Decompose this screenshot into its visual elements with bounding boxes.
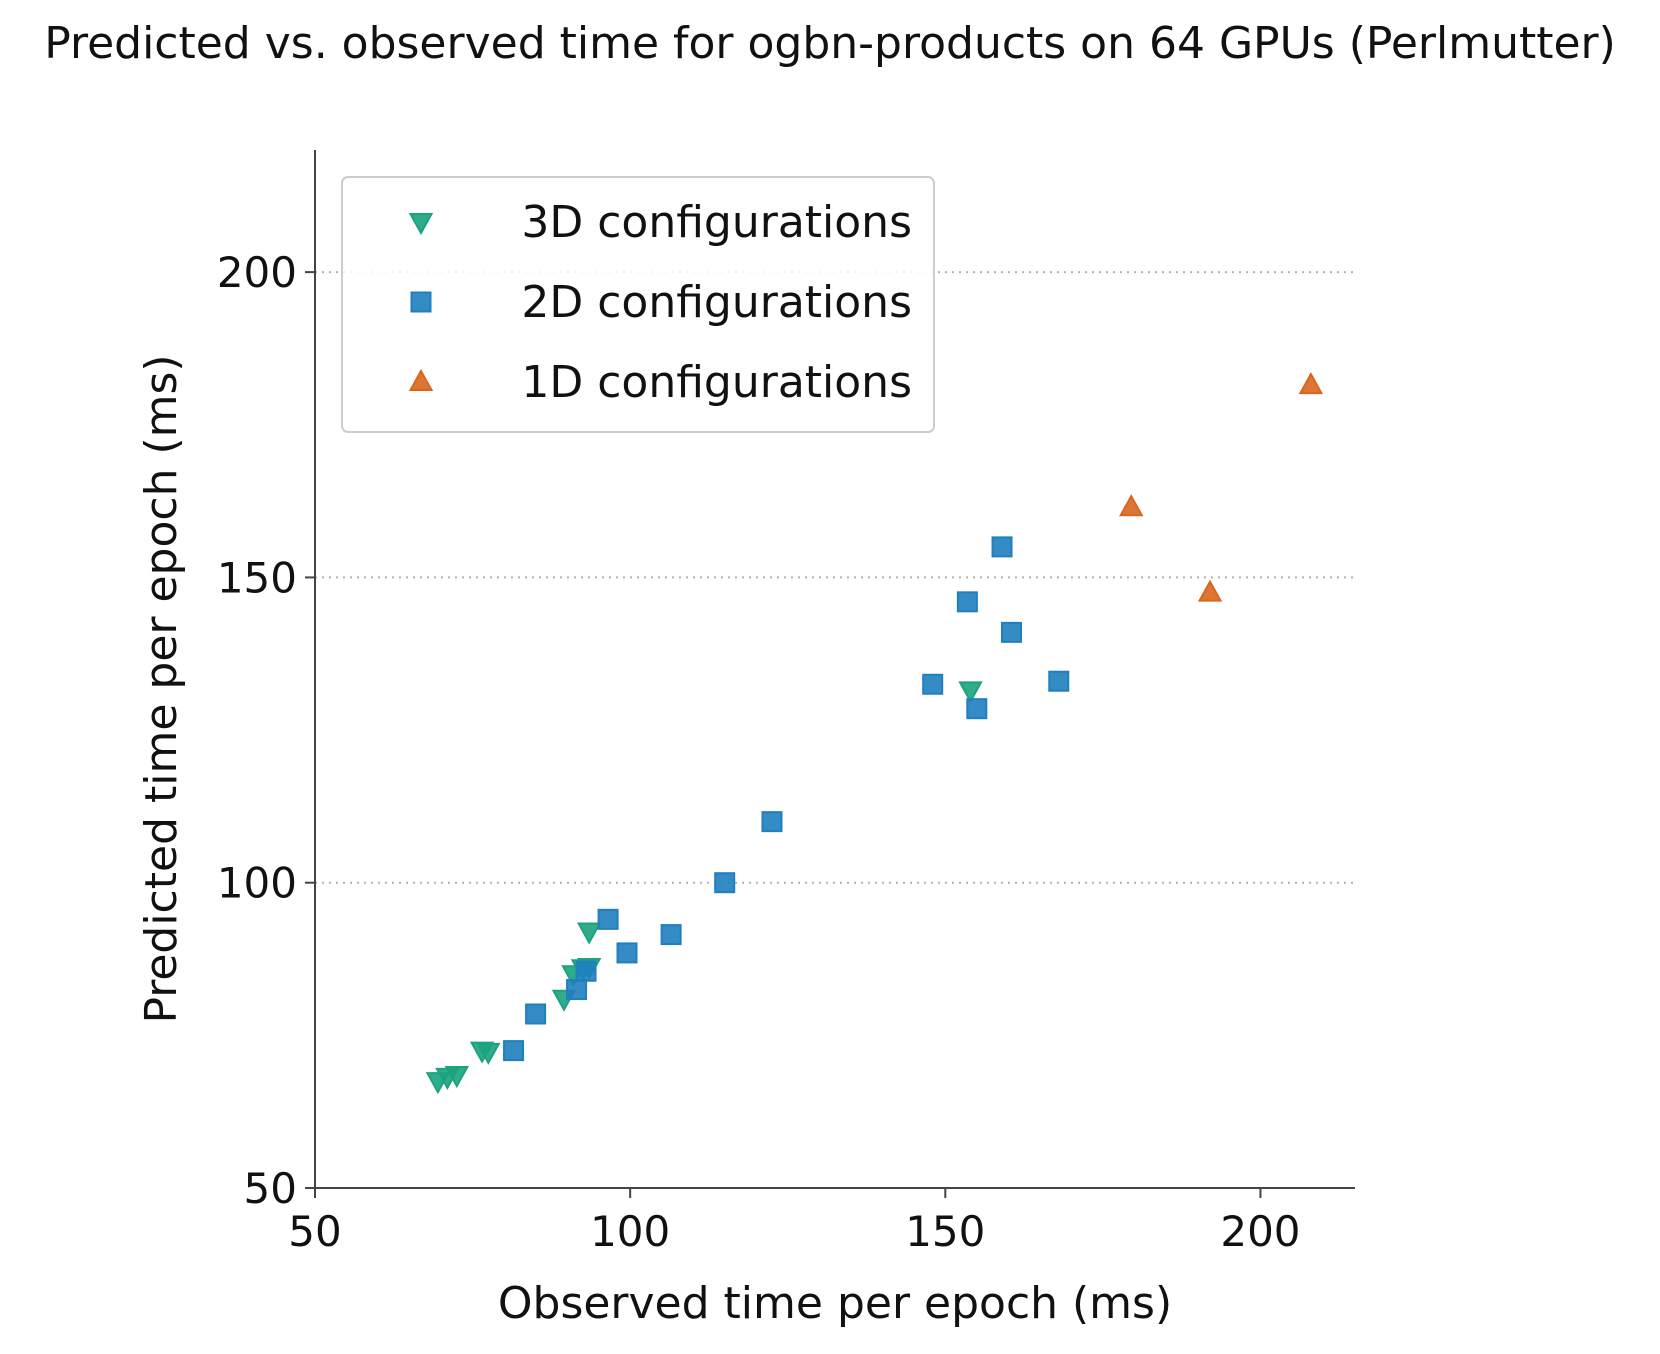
point-3d [476, 1042, 501, 1065]
y-tick-label: 200 [217, 248, 297, 297]
point-2d [966, 698, 988, 720]
point-2d [597, 908, 619, 930]
point-2d [503, 1040, 525, 1062]
x-tick-label: 200 [1220, 1207, 1300, 1256]
chart-title: Predicted vs. observed time for ogbn-pro… [44, 18, 1616, 69]
legend-box [341, 176, 935, 433]
y-tick-label: 100 [217, 859, 297, 908]
point-1d [1197, 579, 1223, 602]
point-3d [444, 1066, 470, 1089]
point-2d [991, 536, 1013, 558]
legend-label-3d: 3D configurations [521, 197, 912, 248]
point-2d [525, 1003, 547, 1025]
point-2d [714, 872, 736, 894]
point-2d [575, 960, 597, 982]
point-2d [1000, 621, 1022, 643]
point-2d [566, 979, 588, 1001]
point-2d [761, 811, 783, 833]
data-points [425, 372, 1324, 1095]
legend-marker-shape [408, 213, 434, 236]
y-tick-label: 150 [217, 553, 297, 602]
point-2d [660, 924, 682, 946]
legend-label-2d: 2D configurations [521, 277, 912, 328]
legend-marker-shape [410, 291, 432, 313]
legend-marker-3d [408, 213, 434, 236]
legend-marker-1d [408, 368, 434, 391]
x-tick-label: 50 [288, 1207, 341, 1256]
point-1d [1298, 372, 1324, 395]
x-axis-label: Observed time per epoch (ms) [498, 1278, 1172, 1329]
legend-label-1d: 1D configurations [521, 357, 912, 408]
legend-marker-2d [410, 291, 432, 313]
y-axis-label: Predicted time per epoch (ms) [136, 354, 187, 1023]
legend: 3D configurations 2D configurations 1D c… [341, 176, 935, 433]
x-tick-label: 100 [590, 1207, 670, 1256]
point-2d [922, 673, 944, 695]
point-3d [576, 922, 602, 945]
point-2d [1048, 670, 1070, 692]
point-2d [616, 942, 638, 964]
axis-ticks: 50 100 150 200 50 100 150 200 [217, 248, 1301, 1256]
y-tick-label: 50 [244, 1164, 297, 1213]
point-2d [956, 591, 978, 613]
x-tick-label: 150 [905, 1207, 985, 1256]
point-3d [958, 681, 983, 704]
legend-marker-shape [408, 368, 434, 391]
point-1d [1119, 494, 1144, 517]
